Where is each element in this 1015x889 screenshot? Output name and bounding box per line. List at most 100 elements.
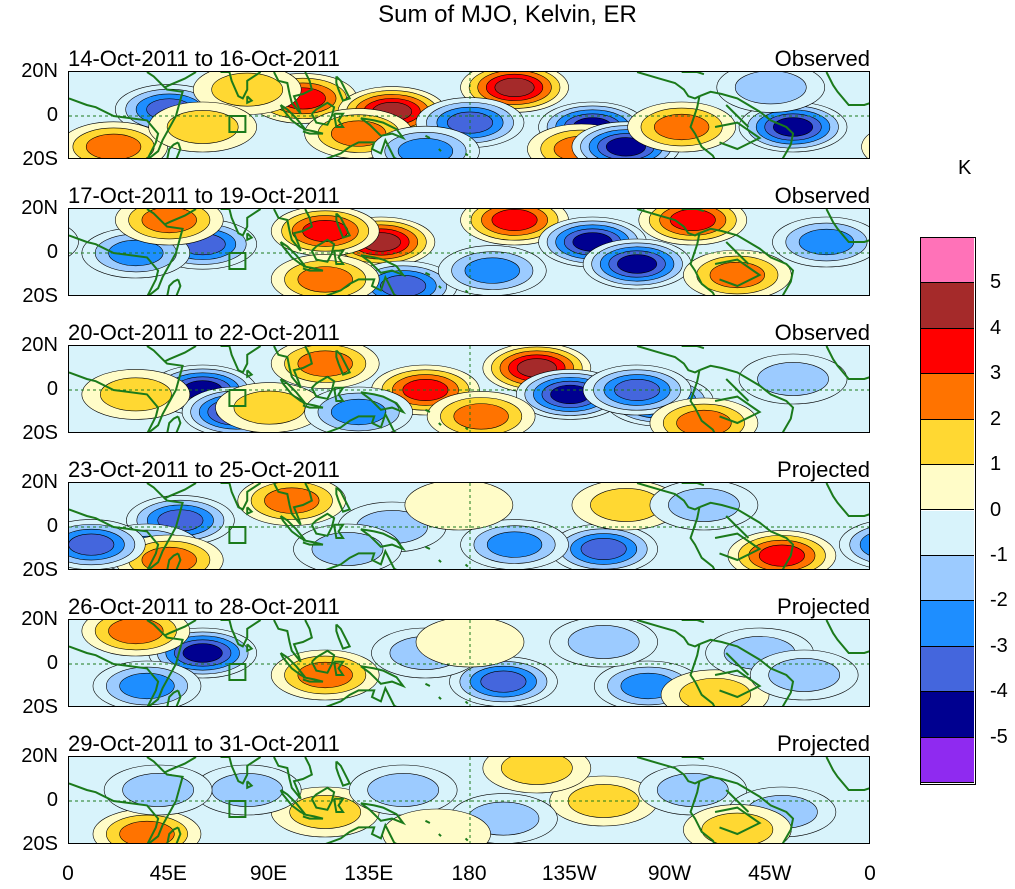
coastline xyxy=(335,349,352,376)
coastline xyxy=(69,346,184,432)
coastline xyxy=(333,249,345,265)
panel-status-label: Observed xyxy=(774,46,870,71)
coastline xyxy=(310,786,336,811)
colorbar-swatch xyxy=(921,465,974,511)
coastline xyxy=(699,638,795,706)
coastline xyxy=(360,528,407,552)
contour-region xyxy=(491,209,538,231)
coastline xyxy=(689,370,716,432)
contour-region xyxy=(486,531,543,558)
contour-region xyxy=(330,398,387,426)
coastline xyxy=(699,90,795,158)
coastline xyxy=(69,72,184,158)
coastline xyxy=(246,643,254,653)
colorbar-swatch xyxy=(921,328,974,375)
contour-region xyxy=(567,625,640,659)
contour-region xyxy=(182,643,223,663)
coastline xyxy=(325,411,397,432)
contour-region xyxy=(501,757,573,785)
x-tick-label: 45W xyxy=(748,862,792,885)
coastline xyxy=(699,364,795,432)
coastline xyxy=(220,757,262,785)
contour-region xyxy=(798,228,855,256)
coastline xyxy=(689,96,716,158)
y-tick-label: 20N xyxy=(21,471,58,493)
coastline xyxy=(425,819,431,824)
coastline xyxy=(725,789,750,813)
coastline xyxy=(273,346,313,389)
coastline xyxy=(325,137,397,158)
coastline xyxy=(333,660,345,676)
coastline xyxy=(636,72,700,100)
coastline xyxy=(246,369,254,379)
contour-region xyxy=(297,661,353,689)
coastline xyxy=(825,346,869,380)
coastline xyxy=(464,700,469,705)
coastline xyxy=(279,789,306,816)
colorbar-swatch xyxy=(921,510,974,556)
coastline xyxy=(464,289,469,294)
contour-region xyxy=(397,138,454,158)
colorbar-swatch xyxy=(921,737,974,783)
coastline xyxy=(825,209,869,243)
coastline xyxy=(636,620,700,648)
coastline xyxy=(273,620,313,663)
coastline xyxy=(164,620,197,637)
colorbar-tick-label: 4 xyxy=(990,316,1002,339)
coastline xyxy=(681,620,705,624)
coastline xyxy=(825,620,869,654)
colorbar-tick-label: -5 xyxy=(990,725,1008,748)
coastline xyxy=(714,258,762,288)
contour-region xyxy=(166,110,239,144)
coastline xyxy=(279,378,306,405)
region-box xyxy=(228,389,247,407)
x-tick-label: 180 xyxy=(451,862,487,885)
coastline xyxy=(714,395,762,425)
coastline xyxy=(725,378,750,402)
contour-region xyxy=(480,670,527,693)
coastline xyxy=(166,826,182,843)
colorbar-tick-label: -2 xyxy=(990,589,1008,612)
y-tick-label: 0 xyxy=(46,789,58,811)
coastline xyxy=(325,548,397,569)
coastline xyxy=(464,152,469,157)
coastline xyxy=(69,483,184,569)
coastline xyxy=(302,402,324,409)
chart-title: Sum of MJO, Kelvin, ER xyxy=(378,1,637,28)
contour-region xyxy=(85,133,142,158)
coastline xyxy=(310,512,336,537)
coastline xyxy=(310,101,336,126)
contour-region xyxy=(605,137,646,157)
panel-date-label: 14-Oct-2011 to 16-Oct-2011 xyxy=(68,46,340,71)
contour-region xyxy=(69,227,79,257)
colorbar-tick-label: 0 xyxy=(990,498,1002,521)
y-tick-label: 0 xyxy=(46,652,58,674)
map-panel-6 xyxy=(68,756,870,844)
coastline xyxy=(220,483,262,511)
coastline xyxy=(464,426,469,431)
coastline xyxy=(273,757,313,800)
y-tick-label: 0 xyxy=(46,378,58,400)
y-tick-label: 0 xyxy=(46,104,58,126)
coastline xyxy=(725,241,750,265)
coastline xyxy=(333,112,345,128)
contour-region xyxy=(757,362,829,396)
coastline xyxy=(164,209,197,226)
contour-region xyxy=(464,257,520,284)
x-tick-label: 90E xyxy=(249,862,288,885)
y-tick-label: 20N xyxy=(21,745,58,767)
contour-region xyxy=(859,533,869,556)
coastline xyxy=(360,117,407,141)
colorbar-tick-label: 2 xyxy=(990,407,1002,430)
panel-status-label: Projected xyxy=(777,457,870,482)
panel-status-label: Projected xyxy=(777,594,870,619)
colorbar-swatch xyxy=(921,374,974,420)
y-tick-label: 20S xyxy=(22,285,58,307)
contour-region xyxy=(367,773,440,807)
contour-region xyxy=(676,409,732,432)
anomaly-field xyxy=(69,209,869,295)
coastline xyxy=(714,532,762,562)
region-box xyxy=(228,115,247,133)
coastline xyxy=(69,757,184,843)
coastline xyxy=(438,422,442,426)
